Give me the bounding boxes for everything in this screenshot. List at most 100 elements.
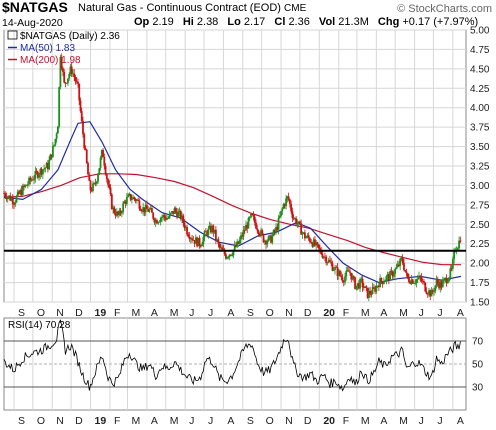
price-candle bbox=[261, 228, 264, 236]
candle-body bbox=[319, 248, 321, 250]
candle-body bbox=[376, 285, 379, 287]
price-y-tick-label: 1.50 bbox=[470, 298, 490, 309]
price-candle bbox=[263, 239, 266, 245]
price-candle bbox=[435, 275, 438, 289]
price-candle bbox=[255, 219, 257, 230]
candle-body bbox=[194, 237, 197, 244]
price-candle bbox=[83, 132, 86, 151]
candle-body bbox=[265, 240, 267, 245]
candle-body bbox=[67, 78, 69, 84]
candle-body bbox=[270, 235, 272, 243]
price-candle bbox=[346, 266, 349, 272]
price-candle bbox=[48, 156, 51, 171]
candle-body bbox=[238, 239, 241, 244]
ma200-line bbox=[3, 173, 461, 266]
price-candle bbox=[245, 220, 247, 231]
candle-body bbox=[33, 178, 35, 181]
candle-body bbox=[448, 277, 450, 282]
price-candle bbox=[112, 204, 114, 214]
candle-body bbox=[164, 217, 167, 220]
price-candle bbox=[345, 266, 348, 281]
rsi-line bbox=[3, 319, 461, 392]
price-candle bbox=[337, 268, 340, 280]
candle-body bbox=[357, 283, 360, 289]
price-candle bbox=[251, 213, 254, 216]
price-candle bbox=[166, 214, 168, 221]
candle-body bbox=[60, 56, 63, 69]
price-candle bbox=[110, 193, 113, 210]
price-y-tick-label: 3.25 bbox=[470, 162, 490, 173]
price-candle bbox=[354, 276, 356, 290]
price-y-tick-label: 4.00 bbox=[470, 103, 490, 114]
candle-body bbox=[365, 286, 368, 288]
candle-body bbox=[420, 277, 423, 282]
candle-body bbox=[286, 196, 289, 199]
stat-change-value: +0.17 (+7.97%) bbox=[402, 16, 479, 28]
candle-body bbox=[191, 238, 193, 240]
rsi-legend-label: RSI(14) 70.28 bbox=[8, 320, 71, 331]
candle-body bbox=[132, 197, 135, 200]
price-candle bbox=[329, 255, 331, 263]
candle-body bbox=[354, 277, 356, 289]
price-candle bbox=[33, 175, 35, 185]
price-candle bbox=[433, 287, 435, 296]
price-candle bbox=[262, 233, 265, 244]
candle-body bbox=[335, 267, 338, 268]
candle-body bbox=[424, 282, 427, 292]
candle-body bbox=[361, 278, 364, 288]
price-candle bbox=[225, 252, 227, 260]
candle-body bbox=[314, 239, 316, 246]
price-candle bbox=[73, 69, 76, 82]
candle-body bbox=[49, 154, 52, 161]
candle-body bbox=[242, 230, 245, 237]
candle-body bbox=[235, 245, 237, 247]
price-candle bbox=[307, 232, 310, 241]
price-candle bbox=[298, 220, 301, 224]
price-candle bbox=[119, 208, 122, 217]
price-candle bbox=[158, 220, 161, 223]
price-candle bbox=[143, 207, 146, 217]
candle-body bbox=[369, 290, 371, 295]
price-candle bbox=[288, 198, 291, 208]
price-candle bbox=[10, 196, 13, 202]
candle-body bbox=[153, 218, 156, 223]
candle-body bbox=[203, 231, 206, 238]
candle-body bbox=[423, 281, 425, 283]
candle-body bbox=[301, 232, 304, 235]
price-candle bbox=[151, 204, 153, 213]
candle-body bbox=[377, 285, 380, 288]
price-candle bbox=[5, 192, 8, 202]
candle-body bbox=[8, 195, 10, 197]
candle-body bbox=[133, 197, 136, 200]
price-candle bbox=[326, 261, 329, 266]
price-candle bbox=[430, 287, 433, 297]
candle-body bbox=[262, 233, 265, 243]
candle-body bbox=[196, 237, 198, 247]
stat-high-value: 2.38 bbox=[196, 16, 219, 28]
price-candle bbox=[85, 148, 88, 164]
price-candle bbox=[382, 277, 385, 285]
price-candle bbox=[197, 237, 200, 247]
candle-body bbox=[141, 210, 143, 212]
candle-body bbox=[166, 218, 168, 220]
candle-body bbox=[403, 262, 405, 270]
candle-body bbox=[89, 180, 92, 191]
price-candle bbox=[212, 224, 215, 237]
price-candle bbox=[16, 189, 19, 198]
price-candle bbox=[301, 231, 304, 240]
candle-body bbox=[19, 190, 22, 194]
price-candle bbox=[98, 168, 101, 176]
price-candle bbox=[376, 285, 379, 288]
candle-body bbox=[95, 181, 98, 184]
price-candle bbox=[351, 273, 354, 281]
price-candle bbox=[213, 229, 216, 234]
price-candle bbox=[183, 219, 186, 231]
price-candle bbox=[198, 235, 201, 249]
price-candle bbox=[46, 159, 49, 173]
candle-body bbox=[168, 213, 171, 219]
candle-body bbox=[394, 268, 397, 274]
candle-body bbox=[433, 291, 435, 293]
price-candle bbox=[267, 235, 270, 242]
price-candle bbox=[152, 212, 155, 221]
candle-body bbox=[29, 177, 32, 181]
